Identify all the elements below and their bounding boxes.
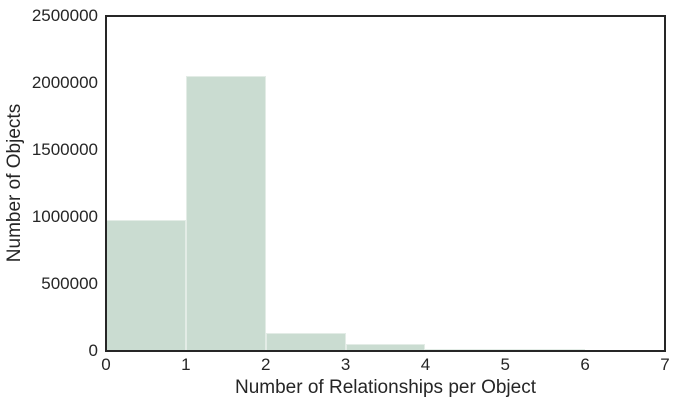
y-tick-label: 0: [88, 341, 98, 360]
x-tick-label: 6: [580, 355, 590, 374]
histogram-bar: [425, 348, 506, 351]
bars-layer: [106, 16, 665, 351]
plot-area: [105, 15, 666, 352]
x-tick-label: 2: [260, 355, 271, 374]
y-tick-label: 1000000: [31, 207, 98, 226]
x-tick-label: 0: [101, 355, 111, 374]
x-tick-label: 5: [500, 355, 511, 374]
histogram-bar: [265, 332, 346, 351]
x-tick-label: 4: [420, 355, 431, 374]
y-axis-title: Number of Objects: [4, 103, 25, 263]
y-tick-label: 1500000: [31, 140, 98, 159]
y-tick-label: 500000: [41, 274, 98, 293]
histogram-bar: [505, 349, 586, 351]
histogram-bar: [185, 76, 266, 351]
x-tick-label: 1: [181, 355, 191, 374]
y-tick-label: 2000000: [31, 73, 98, 92]
x-axis-title: Number of Relationships per Object: [235, 377, 536, 398]
x-tick-label: 3: [340, 355, 351, 374]
y-tick-label: 2500000: [31, 6, 98, 25]
histogram-bar: [106, 220, 186, 351]
histogram-bar: [345, 343, 426, 351]
x-tick-label: 7: [660, 355, 670, 374]
